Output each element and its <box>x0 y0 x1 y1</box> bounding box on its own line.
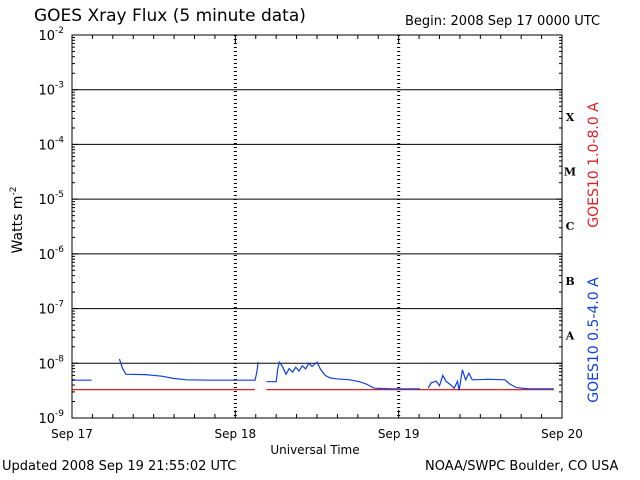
legend-long-channel: GOES10 1.0-8.0 A <box>586 102 602 228</box>
flare-class-label: X <box>566 111 575 124</box>
y-tick-exponent: -4 <box>55 135 64 145</box>
updated-timestamp: Updated 2008 Sep 19 21:55:02 UTC <box>2 459 237 474</box>
series-line <box>266 360 420 390</box>
y-tick-label: 10-7 <box>38 300 64 318</box>
flare-class-label: B <box>565 275 574 288</box>
y-tick-label: 10-3 <box>38 81 64 99</box>
y-tick-base: 10 <box>38 412 55 427</box>
y-tick-base: 10 <box>38 138 55 153</box>
grid-layer <box>72 35 562 418</box>
y-axis-label-main: Watts m <box>10 196 26 254</box>
y-tick-label: 10-2 <box>38 26 64 44</box>
x-tick-label: Sep 20 <box>541 427 583 441</box>
y-tick-label: 10-8 <box>38 354 64 372</box>
y-tick-label: 10-9 <box>38 409 64 427</box>
y-tick-base: 10 <box>38 84 55 99</box>
x-axis-label: Universal Time <box>270 443 359 457</box>
y-tick-base: 10 <box>38 357 55 372</box>
flare-class-label: A <box>565 330 575 343</box>
x-tick-label: Sep 19 <box>378 427 420 441</box>
series-line <box>118 358 255 381</box>
x-tick-label: Sep 17 <box>51 427 93 441</box>
flare-class-label: M <box>564 166 576 179</box>
y-tick-base: 10 <box>38 303 55 318</box>
plot-frame <box>71 34 563 419</box>
y-tick-exponent: -7 <box>55 300 64 310</box>
series-line <box>427 369 554 391</box>
y-tick-base: 10 <box>38 193 55 208</box>
y-tick-exponent: -8 <box>55 354 64 364</box>
x-tick-label: Sep 18 <box>214 427 256 441</box>
series-line <box>254 362 259 381</box>
y-tick-exponent: -5 <box>55 190 64 200</box>
y-axis-label-exponent: -2 <box>9 187 19 196</box>
y-axis-label: Watts m-2 <box>9 187 26 254</box>
series-layer <box>72 358 554 391</box>
begin-time-label: Begin: 2008 Sep 17 0000 UTC <box>405 14 601 29</box>
y-tick-base: 10 <box>38 29 55 44</box>
chart-title: GOES Xray Flux (5 minute data) <box>34 6 306 26</box>
y-tick-label: 10-5 <box>38 190 64 208</box>
y-tick-label: 10-6 <box>38 245 64 263</box>
y-tick-exponent: -6 <box>55 245 64 255</box>
data-credit: NOAA/SWPC Boulder, CO USA <box>425 459 619 474</box>
flare-class-label: C <box>566 220 575 233</box>
y-tick-exponent: -3 <box>55 81 64 91</box>
y-tick-exponent: -9 <box>55 409 64 419</box>
y-tick-exponent: -2 <box>55 26 64 36</box>
legend-short-channel: GOES10 0.5-4.0 A <box>586 277 602 403</box>
y-tick-base: 10 <box>38 248 55 263</box>
y-tick-label: 10-4 <box>38 135 64 153</box>
